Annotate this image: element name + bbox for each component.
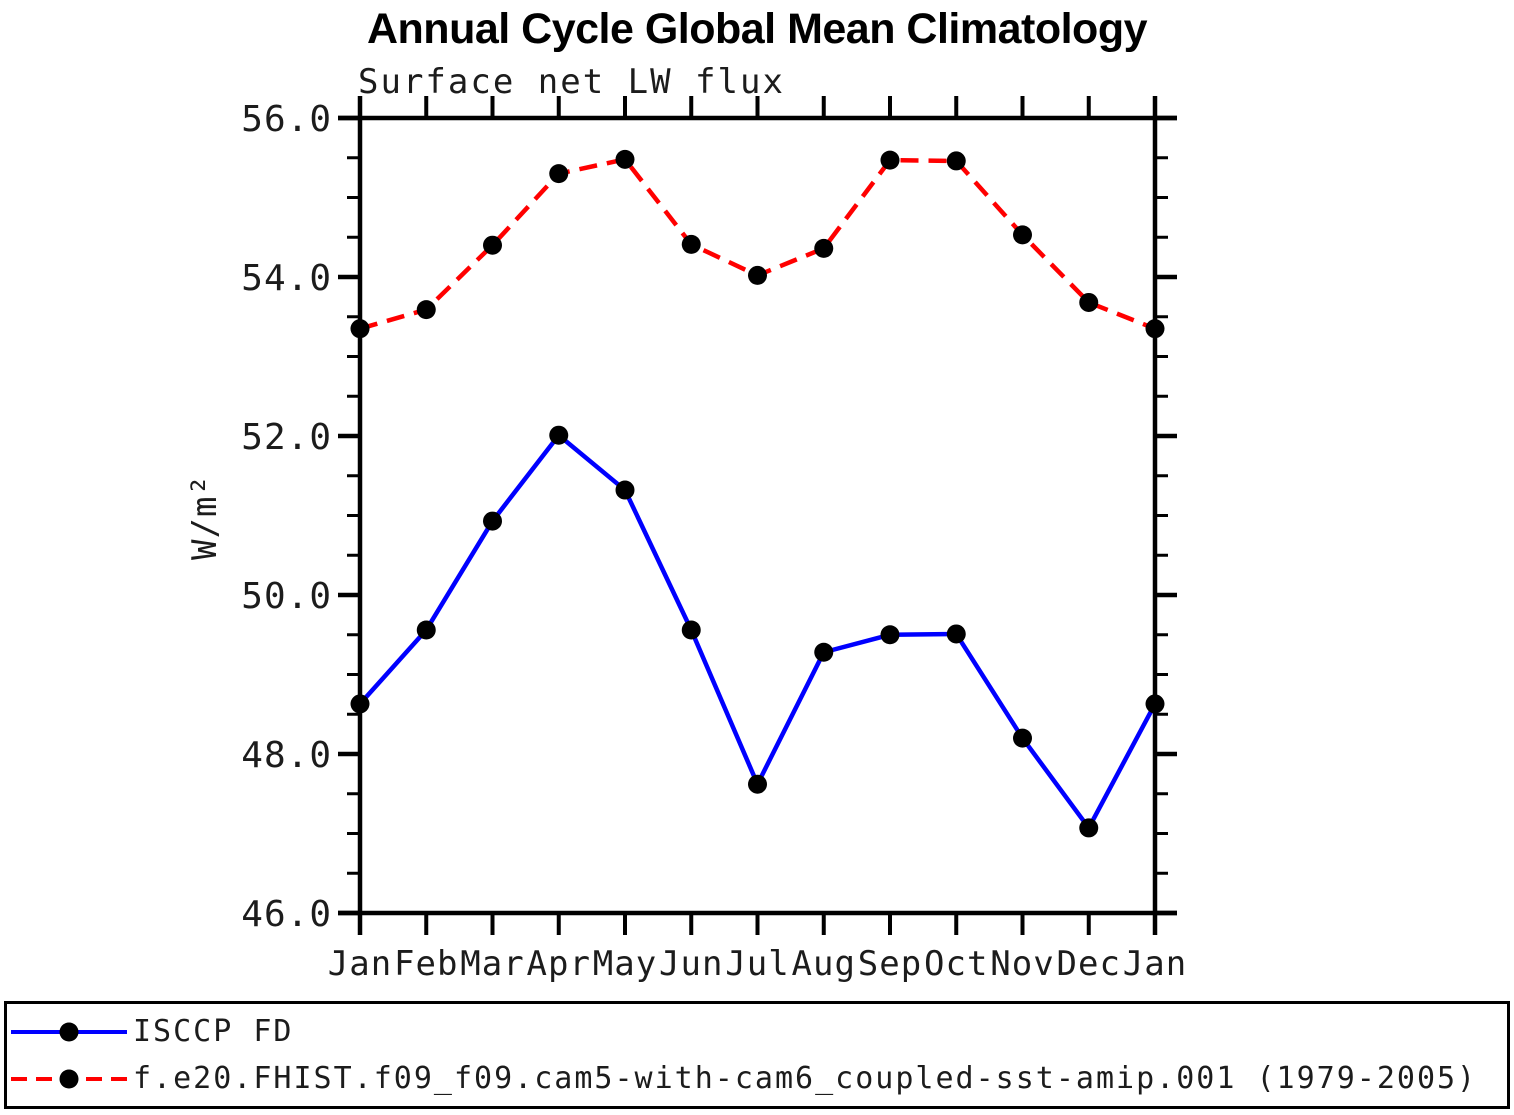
legend-entry-model-run: f.e20.FHIST.f09_f09.cam5-with-cam6_coupl…	[9, 1055, 1507, 1102]
svg-text:52.0: 52.0	[241, 417, 332, 458]
svg-text:W/m²: W/m²	[185, 474, 225, 560]
legend-entry-isccp-fd: ISCCP FD	[9, 1008, 1507, 1055]
data-point-marker	[814, 642, 834, 662]
series-markers-1	[350, 149, 1165, 339]
legend-line-sample-dashed-icon	[11, 1069, 127, 1088]
data-point-marker	[416, 620, 436, 640]
data-point-marker	[946, 151, 966, 171]
data-point-marker	[483, 235, 502, 255]
svg-text:Dec: Dec	[1057, 944, 1121, 984]
data-point-marker	[350, 319, 370, 339]
data-point-marker	[549, 164, 569, 184]
svg-text:46.0: 46.0	[241, 894, 332, 935]
svg-text:May: May	[593, 944, 657, 984]
svg-text:48.0: 48.0	[241, 735, 332, 776]
data-point-marker	[681, 620, 701, 640]
y-axis-ticks	[338, 115, 1177, 916]
data-point-marker	[814, 238, 834, 258]
svg-text:54.0: 54.0	[241, 258, 332, 299]
data-point-marker	[1079, 818, 1099, 838]
data-point-marker	[946, 624, 966, 644]
svg-text:Mar: Mar	[460, 944, 524, 984]
data-point-marker	[681, 234, 701, 254]
svg-text:Jun: Jun	[659, 944, 723, 984]
svg-text:Jul: Jul	[725, 944, 789, 984]
data-point-marker	[350, 694, 370, 714]
y-axis-title: W/m²	[185, 474, 225, 560]
data-point-marker	[1013, 728, 1032, 748]
axes-frame	[338, 96, 1177, 935]
y-tick-labels: 46.0 48.0 50.0 52.0 54.0 56.0	[241, 99, 332, 935]
data-point-marker	[549, 425, 569, 445]
data-point-marker	[1145, 319, 1165, 339]
series-line-1	[359, 157, 1156, 331]
data-point-marker	[748, 774, 767, 794]
chart-title: Annual Cycle Global Mean Climatology	[366, 5, 1148, 53]
svg-text:Jan: Jan	[1123, 944, 1187, 984]
legend-line-sample-solid-icon	[11, 1022, 127, 1041]
chart-subtitle: Surface net LW flux	[358, 62, 785, 102]
legend-label-isccp-fd: ISCCP FD	[133, 1014, 294, 1049]
data-point-marker	[748, 265, 767, 285]
svg-text:56.0: 56.0	[241, 99, 332, 140]
data-point-marker	[615, 480, 635, 500]
svg-text:Oct: Oct	[924, 944, 988, 984]
svg-text:Feb: Feb	[394, 944, 458, 984]
svg-text:50.0: 50.0	[241, 576, 332, 617]
svg-text:Apr: Apr	[527, 944, 591, 984]
legend: ISCCP FD f.e20.FHIST.f09_f09.cam5-with-c…	[4, 1001, 1510, 1109]
data-point-marker	[615, 149, 635, 169]
data-point-marker	[1145, 694, 1165, 714]
data-point-marker	[1079, 292, 1099, 312]
series-markers-0	[350, 425, 1165, 838]
svg-text:Sep: Sep	[858, 944, 922, 984]
data-point-marker	[880, 625, 900, 645]
data-point-marker	[1013, 225, 1032, 245]
svg-text:Nov: Nov	[990, 944, 1054, 984]
data-point-marker	[416, 300, 436, 320]
x-tick-labels: Jan Feb Mar Apr May Jun Jul Aug Sep Oct Nov Dec Jan	[328, 944, 1187, 984]
svg-text:Jan: Jan	[328, 944, 392, 984]
data-point-marker	[483, 511, 502, 531]
svg-text:Aug: Aug	[792, 944, 856, 984]
legend-label-model-run: f.e20.FHIST.f09_f09.cam5-with-cam6_coupl…	[133, 1061, 1478, 1096]
data-point-marker	[880, 150, 900, 170]
series-line-0	[358, 432, 1157, 831]
x-axis-ticks	[358, 96, 1157, 935]
